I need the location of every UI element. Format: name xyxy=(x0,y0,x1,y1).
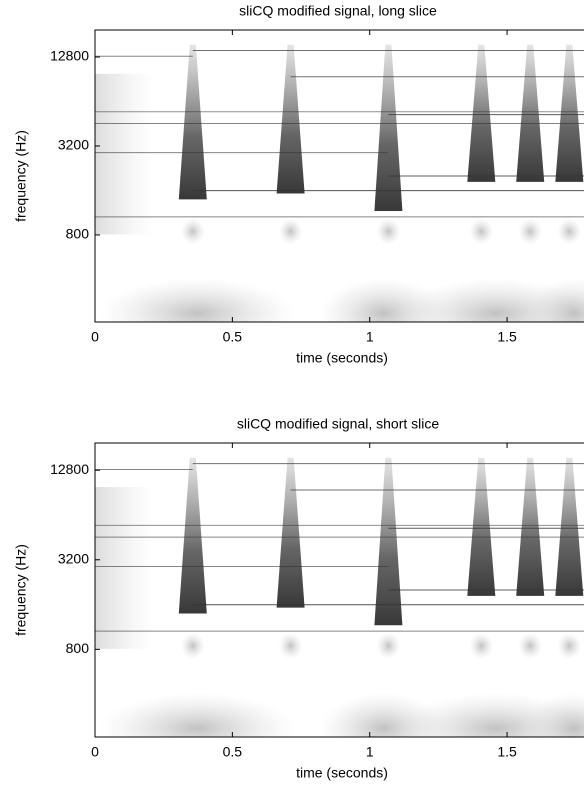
spectrogram-texture xyxy=(178,457,207,614)
spectrogram-texture xyxy=(525,692,584,737)
y-axis-label: frequency (Hz) xyxy=(13,544,29,636)
spectrogram-texture xyxy=(178,44,207,200)
axes-frame xyxy=(94,29,584,323)
spectrogram-texture xyxy=(469,218,494,245)
spectrogram-texture xyxy=(467,457,496,596)
spectrogram-texture xyxy=(180,632,205,660)
spectrogram-texture xyxy=(525,278,584,322)
x-tick-label: 1.5 xyxy=(497,329,517,345)
chart-title: sliCQ modified signal, long slice xyxy=(239,3,437,19)
spectrogram-texture xyxy=(374,44,403,212)
y-tick-label: 800 xyxy=(66,640,90,656)
panel: 0 0.5 1 1.5 800 3200 12800 sliCQ modified signa… xyxy=(13,3,584,366)
spectrogram-texture xyxy=(180,218,205,245)
x-axis-label: time (seconds) xyxy=(296,350,388,366)
axes-frame xyxy=(94,442,584,738)
panel: 0 0.5 1 1.5 800 3200 12800 sliCQ modified signa… xyxy=(13,416,584,781)
y-tick-label: 3200 xyxy=(58,137,89,153)
spectrogram-texture xyxy=(95,73,154,235)
spectrogram-texture xyxy=(95,487,154,649)
spectrogram-texture xyxy=(516,44,545,182)
spectrogram-texture xyxy=(469,632,494,660)
chart-title: sliCQ modified signal, short slice xyxy=(237,416,440,432)
spectrogram-texture xyxy=(276,44,305,194)
spectrogram xyxy=(95,457,584,737)
y-tick-label: 800 xyxy=(66,226,90,242)
spectrogram-texture xyxy=(555,44,584,182)
y-tick-label: 12800 xyxy=(50,461,89,477)
x-tick-label: 0.5 xyxy=(223,329,243,345)
spectrogram-texture xyxy=(276,457,305,608)
y-tick-label: 12800 xyxy=(50,48,89,64)
spectrogram-texture xyxy=(376,218,401,245)
spectrogram-texture xyxy=(278,632,303,660)
y-axis-label: frequency (Hz) xyxy=(13,130,29,222)
spectrogram-texture xyxy=(278,218,303,245)
x-tick-label: 1 xyxy=(366,329,374,345)
spectrogram-texture xyxy=(555,457,584,596)
spectrogram-texture xyxy=(467,44,496,182)
spectrogram-texture xyxy=(518,218,543,245)
spectrogram-texture xyxy=(374,457,403,626)
spectrogram-texture xyxy=(557,218,582,245)
spectrogram-texture xyxy=(516,457,545,596)
x-tick-label: 0 xyxy=(91,744,99,760)
spectrogram-texture xyxy=(99,278,296,322)
spectrogram-texture xyxy=(376,632,401,660)
spectrogram xyxy=(95,44,584,322)
spectrogram-texture xyxy=(518,632,543,660)
x-tick-label: 1.5 xyxy=(497,744,517,760)
spectrogram-texture xyxy=(99,692,296,737)
x-axis-label: time (seconds) xyxy=(296,765,388,781)
x-tick-label: 0 xyxy=(91,329,99,345)
x-tick-label: 1 xyxy=(366,744,374,760)
spectrogram-texture xyxy=(557,632,582,660)
y-tick-label: 3200 xyxy=(58,550,89,566)
x-tick-label: 0.5 xyxy=(223,744,243,760)
